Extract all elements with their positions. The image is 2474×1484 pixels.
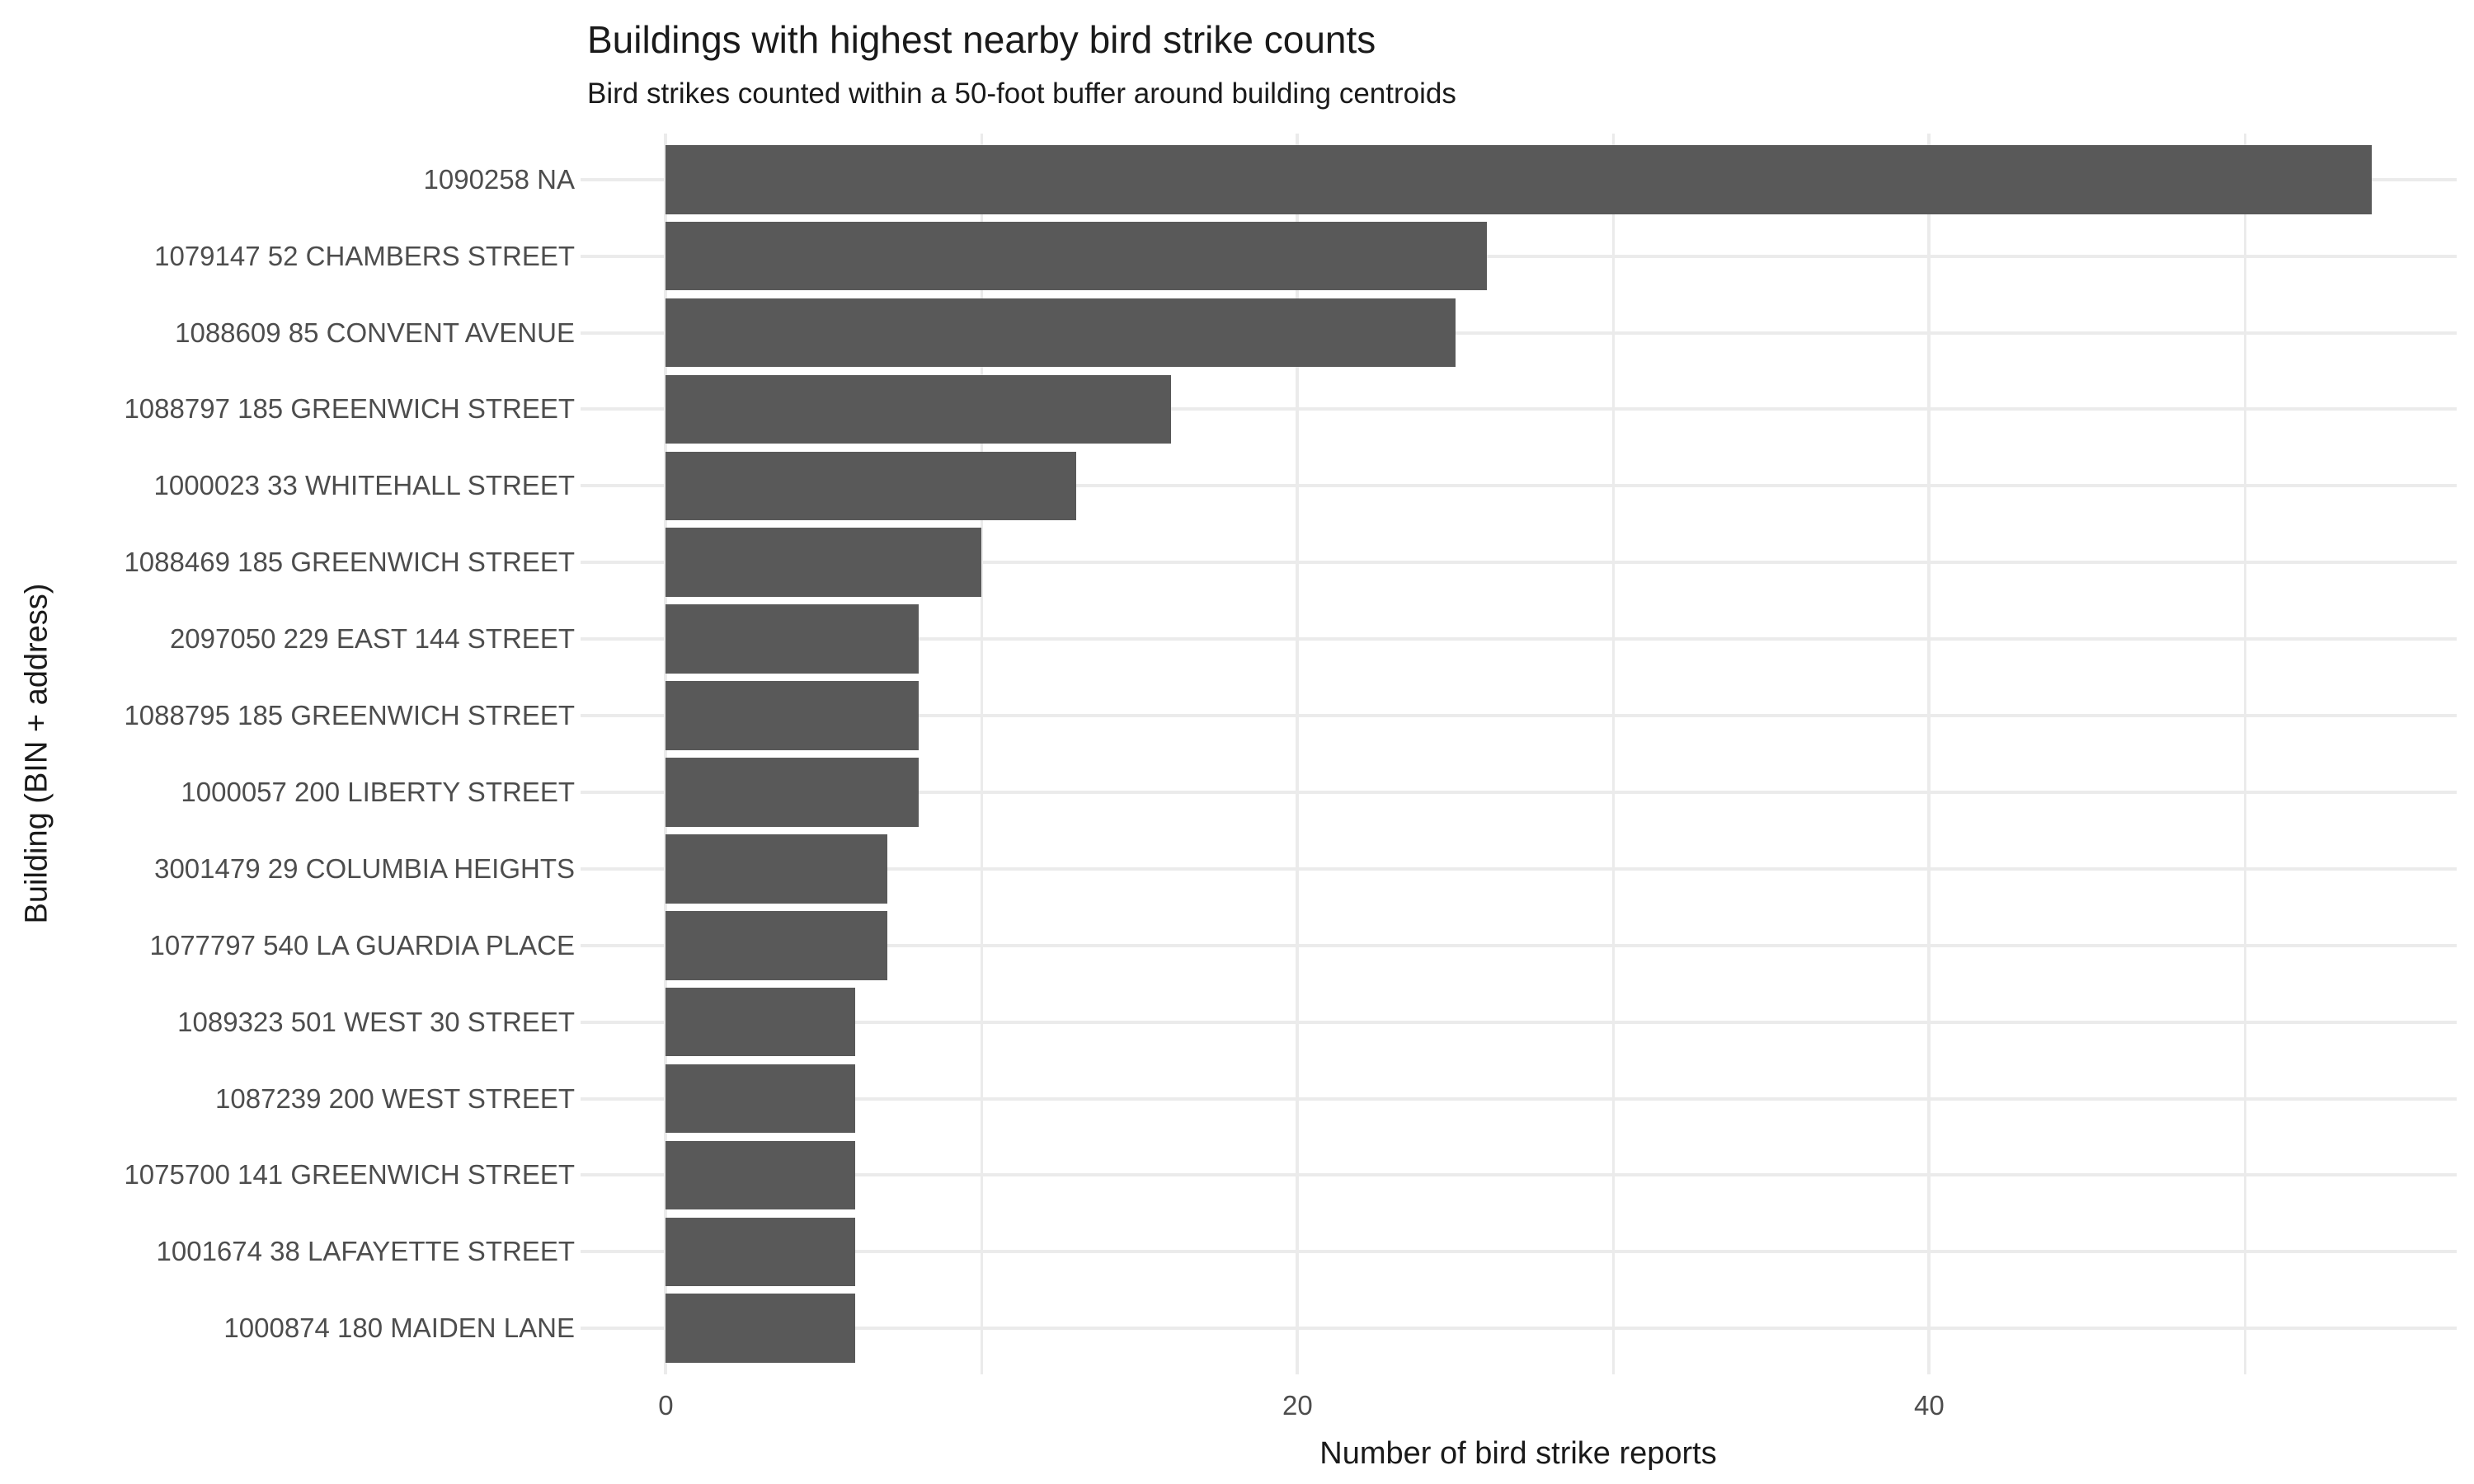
y-tick-label: 3001479 29 COLUMBIA HEIGHTS	[154, 852, 575, 884]
x-tick-label: 0	[658, 1390, 674, 1421]
bar	[666, 298, 1456, 368]
bar	[666, 144, 2372, 214]
h-gridline	[581, 1173, 2457, 1177]
y-tick-label: 1000057 200 LIBERTY STREET	[181, 776, 575, 807]
h-gridline	[581, 1097, 2457, 1101]
y-tick-label: 2097050 229 EAST 144 STREET	[169, 623, 575, 655]
h-gridline	[581, 331, 2457, 335]
bar	[666, 681, 919, 750]
v-gridline-minor	[980, 134, 983, 1374]
bar	[666, 451, 1077, 521]
x-tick-label: 20	[1282, 1390, 1313, 1421]
v-gridline-major	[1927, 134, 1931, 1374]
bar	[666, 758, 919, 827]
bar	[666, 374, 1172, 444]
plot-panel	[581, 134, 2457, 1374]
y-tick-label: 1079147 52 CHAMBERS STREET	[154, 240, 575, 271]
bar	[666, 528, 982, 598]
y-tick-label: 1090258 NA	[423, 163, 575, 195]
y-tick-label: 1087239 200 WEST STREET	[215, 1082, 575, 1114]
y-tick-label: 1075700 141 GREENWICH STREET	[124, 1159, 575, 1190]
bar	[666, 987, 856, 1057]
y-tick-label: 1089323 501 WEST 30 STREET	[177, 1006, 575, 1037]
h-gridline	[581, 407, 2457, 411]
y-tick-label: 1088469 185 GREENWICH STREET	[124, 547, 575, 578]
bar	[666, 1217, 856, 1287]
chart-subtitle: Bird strikes counted within a 50-foot bu…	[587, 77, 1456, 110]
y-tick-label: 1088609 85 CONVENT AVENUE	[175, 317, 575, 348]
h-gridline	[581, 1020, 2457, 1024]
v-gridline-major	[1296, 134, 1300, 1374]
h-gridline	[581, 866, 2457, 871]
y-tick-label: 1077797 540 LA GUARDIA PLACE	[149, 929, 576, 960]
h-gridline	[581, 637, 2457, 641]
bar	[666, 604, 919, 674]
v-gridline-minor	[1611, 134, 1615, 1374]
h-gridline	[581, 714, 2457, 718]
h-gridline	[581, 1327, 2457, 1331]
v-gridline-major	[664, 134, 668, 1374]
y-tick-label: 1088797 185 GREENWICH STREET	[124, 393, 575, 425]
bar	[666, 221, 1488, 291]
y-tick-label: 1001674 38 LAFAYETTE STREET	[156, 1236, 575, 1267]
bar	[666, 1140, 856, 1210]
x-tick-label: 40	[1914, 1390, 1945, 1421]
y-tick-label: 1000874 180 MAIDEN LANE	[223, 1313, 575, 1344]
h-gridline	[581, 943, 2457, 947]
h-gridline	[581, 1250, 2457, 1254]
bar	[666, 834, 887, 904]
x-axis-title: Number of bird strike reports	[1319, 1436, 1717, 1471]
h-gridline	[581, 484, 2457, 488]
bar	[666, 1294, 856, 1364]
chart-title: Buildings with highest nearby bird strik…	[587, 18, 1376, 61]
h-gridline	[581, 790, 2457, 794]
y-tick-label: 1088795 185 GREENWICH STREET	[124, 700, 575, 731]
v-gridline-minor	[2243, 134, 2246, 1374]
bar	[666, 910, 887, 980]
y-tick-label: 1000023 33 WHITEHALL STREET	[153, 470, 575, 501]
bar	[666, 1064, 856, 1134]
h-gridline	[581, 561, 2457, 565]
h-gridline	[581, 254, 2457, 258]
